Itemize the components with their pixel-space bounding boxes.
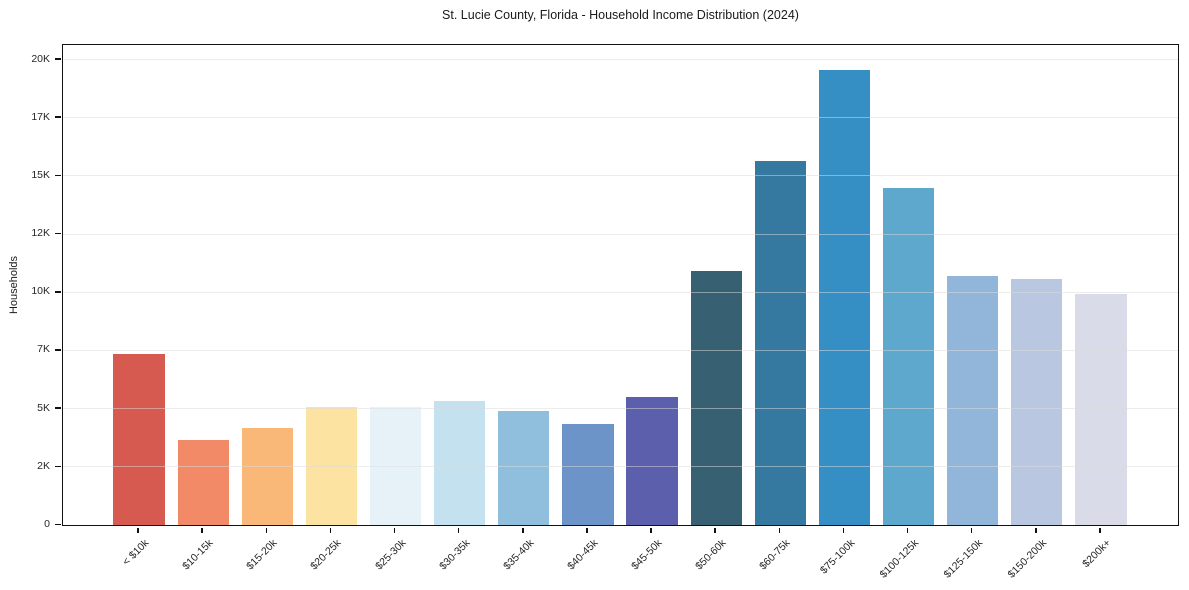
bar-< $10k: [113, 354, 165, 525]
y-tick-mark: [55, 407, 61, 409]
x-tick-mark: [137, 527, 139, 533]
x-tick-label: $150-200k: [1005, 536, 1050, 581]
x-tick-label: $100-125k: [877, 536, 922, 581]
y-tick-label: 17K: [31, 110, 50, 123]
x-tick-label: $45-50k: [629, 536, 665, 572]
bar-$45-50k: [626, 397, 678, 525]
y-tick-mark: [55, 174, 61, 177]
x-tick-label: $20-25k: [308, 536, 344, 572]
gridline: [63, 59, 1178, 60]
x-tick-label: $35-40k: [500, 536, 537, 572]
x-axis: < $10k $10-15k $15-20k $20-25k $25-30k $30-35…: [62, 527, 1179, 590]
y-tick-mark: [55, 58, 61, 60]
plot-area: [62, 44, 1179, 526]
x-tick-label: < $10k: [120, 536, 152, 568]
y-tick-label: 15K: [31, 168, 50, 181]
bar-$25-30k: [369, 407, 422, 525]
y-tick-mark: [55, 232, 61, 235]
x-tick-mark: [457, 527, 460, 533]
x-tick-label: $10-15k: [180, 536, 216, 572]
gridline: [63, 408, 1178, 410]
x-tick-mark: [265, 527, 268, 533]
x-tick-mark: [714, 527, 716, 533]
x-tick-mark: [650, 527, 652, 533]
bar-$60-75k: [754, 161, 806, 525]
y-tick-label: 0: [44, 518, 50, 530]
x-tick-mark: [1035, 527, 1037, 533]
x-tick-mark: [201, 527, 203, 533]
y-tick-label: 7K: [37, 343, 50, 356]
y-tick-label: 20K: [31, 52, 50, 65]
gridline: [63, 291, 1178, 293]
x-tick-mark: [586, 527, 588, 533]
bar-$50-60k: [690, 270, 742, 525]
x-tick-label: $75-100k: [817, 536, 857, 576]
x-tick-mark: [522, 527, 524, 533]
y-tick-label: 5K: [37, 401, 50, 414]
bar-$75-100k: [818, 69, 871, 525]
gridline: [63, 349, 1178, 351]
x-tick-label: $125-150k: [941, 536, 986, 581]
chart-title: St. Lucie County, Florida - Household In…: [442, 8, 799, 22]
x-tick-label: $25-30k: [372, 536, 409, 572]
bar-$10-15k: [177, 440, 229, 525]
bar-$150-200k: [1011, 279, 1063, 525]
bar-$125-150k: [947, 275, 999, 525]
y-tick-label: 12K: [31, 227, 50, 240]
bar-$100-125k: [882, 187, 935, 525]
x-tick-mark: [906, 527, 909, 533]
y-tick-mark: [55, 465, 61, 468]
y-tick-mark: [55, 523, 61, 526]
x-tick-mark: [1099, 527, 1101, 533]
bar-$15-20k: [241, 428, 293, 525]
y-tick-mark: [55, 291, 61, 293]
bar-$200k+: [1075, 294, 1127, 525]
y-tick-label: 2K: [37, 459, 50, 472]
bar-$20-25k: [305, 406, 358, 525]
y-tick-label: 10K: [31, 285, 50, 298]
x-tick-label: $30-35k: [436, 536, 473, 572]
gridline: [63, 117, 1178, 119]
bar-$35-40k: [498, 411, 550, 525]
x-tick-label: $60-75k: [757, 536, 793, 572]
x-tick-label: $200k+: [1080, 536, 1114, 570]
y-axis: 0 2K 5K 7K 10K 12K 15K 17K 20K: [0, 46, 62, 530]
x-tick-label: $15-20k: [244, 536, 280, 572]
y-tick-mark: [55, 349, 61, 351]
x-tick-mark: [329, 527, 332, 533]
x-tick-mark: [842, 527, 845, 533]
x-tick-mark: [778, 527, 781, 533]
x-tick-label: $40-45k: [565, 536, 601, 572]
gridline: [63, 466, 1178, 468]
x-tick-mark: [393, 527, 396, 533]
bar-$30-35k: [434, 401, 486, 525]
x-tick-label: $50-60k: [693, 536, 729, 572]
gridline: [63, 233, 1178, 235]
gridline: [63, 175, 1178, 177]
x-tick-mark: [970, 527, 973, 533]
bar-$40-45k: [562, 424, 614, 525]
y-tick-mark: [55, 116, 61, 118]
